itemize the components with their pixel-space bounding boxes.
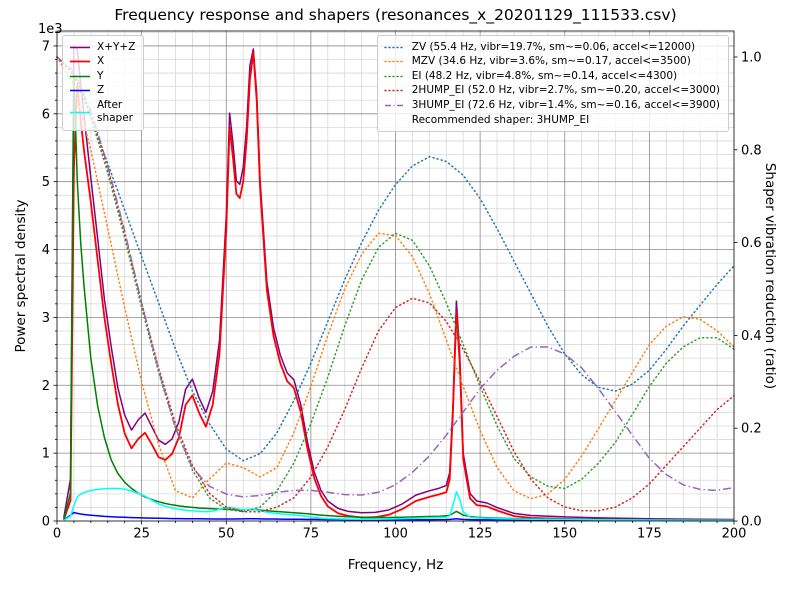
legend-label: X: [97, 55, 105, 68]
y-left-tick-label: 2: [42, 379, 50, 394]
y-left-tick-label: 7: [42, 39, 50, 54]
y-left-axis-label: Power spectral density: [13, 199, 29, 353]
x-tick-label: 25: [133, 527, 150, 542]
x-tick-label: 0: [53, 527, 61, 542]
series-2HUMP_EI: [56, 56, 735, 513]
legend-line-swatch: [384, 60, 406, 63]
legend-item-X+Y+Z: X+Y+Z: [69, 41, 135, 54]
legend-label: ZV (55.4 Hz, vibr=19.7%, sm~=0.06, accel…: [411, 40, 696, 53]
legend-line-swatch: [70, 75, 90, 78]
y-right-tick-label: 0.4: [741, 329, 762, 344]
legend-line-swatch: [384, 104, 405, 107]
legend-label: X+Y+Z: [97, 40, 136, 53]
legend-item-ZV: ZV (55.4 Hz, vibr=19.7%, sm~=0.06, accel…: [384, 41, 720, 54]
y-right-tick-label: 0.0: [741, 515, 762, 530]
legend-label: Z: [97, 84, 105, 97]
legend-item-Y: Y: [69, 70, 135, 83]
legend-line-swatch: [384, 46, 406, 48]
legend-label: Y: [97, 69, 104, 82]
y-right-tick-label: 0.8: [741, 143, 762, 158]
legend-shapers: ZV (55.4 Hz, vibr=19.7%, sm~=0.06, accel…: [376, 35, 729, 133]
legend-line-swatch: [384, 114, 406, 127]
y-left-tick-label: 5: [42, 175, 50, 190]
y-left-tick-label: 4: [42, 243, 50, 258]
tick-labels: 0 25 50 75 100 125 150 175 200 0 1 2 3 4 5 6 7 0.0 0.2 0.4 0…: [42, 39, 762, 541]
y-right-tick-label: 1.0: [741, 50, 762, 65]
series-3HUMP_EI: [56, 56, 735, 498]
x-tick-label: 125: [468, 527, 493, 542]
grid-minor: [57, 31, 734, 521]
y-left-tick-label: 0: [42, 515, 50, 530]
legend-label: 2HUMP_EI (52.0 Hz, vibr=2.7%, sm~=0.20, …: [411, 84, 720, 97]
legend-label: EI (48.2 Hz, vibr=4.8%, sm~=0.14, accel<…: [411, 69, 678, 82]
x-tick-label: 100: [383, 527, 408, 542]
legend-label: MZV (34.6 Hz, vibr=3.6%, sm~=0.17, accel…: [411, 55, 691, 68]
legend-line-swatch: [384, 75, 406, 78]
x-axis-label: Frequency, Hz: [347, 557, 444, 573]
y-left-tick-label: 6: [42, 107, 50, 122]
chart-title: Frequency response and shapers (resonanc…: [114, 6, 677, 24]
x-tick-label: 75: [303, 527, 320, 542]
legend-item-After-shaper: After shaper: [69, 99, 135, 125]
legend-item-recommended: Recommended shaper: 3HUMP_EI: [384, 114, 720, 127]
y-axis-offset-text: 1e3: [38, 22, 63, 37]
series-After-shaper: [63, 487, 735, 522]
y-left-tick-label: 1: [42, 447, 50, 462]
legend-item-2HUMP_EI: 2HUMP_EI (52.0 Hz, vibr=2.7%, sm~=0.20, …: [384, 84, 720, 97]
y-right-tick-label: 0.6: [741, 236, 762, 251]
legend-item-MZV: MZV (34.6 Hz, vibr=3.6%, sm~=0.17, accel…: [384, 55, 720, 68]
x-tick-label: 200: [722, 527, 747, 542]
series-Y: [63, 72, 735, 522]
series-X: [62, 51, 735, 522]
x-tick-label: 150: [552, 527, 577, 542]
legend-label: 3HUMP_EI (72.6 Hz, vibr=1.4%, sm~=0.16, …: [411, 99, 720, 111]
series-Z: [63, 511, 734, 522]
legend-item-X: X: [69, 55, 135, 68]
legend-line-swatch: [70, 90, 90, 92]
axis-ticks: [53, 31, 738, 525]
legend-line-swatch: [70, 60, 90, 63]
legend-line-swatch: [70, 46, 90, 48]
legend-item-3HUMP_EI: 3HUMP_EI (72.6 Hz, vibr=1.4%, sm~=0.16, …: [384, 99, 720, 112]
legend-line-swatch: [384, 90, 406, 92]
series-MZV: [56, 56, 735, 500]
legend-label: After shaper: [97, 99, 134, 125]
x-tick-label: 175: [637, 527, 662, 542]
x-tick-label: 50: [218, 527, 235, 542]
y-right-axis-label: Shaper vibration reduction (ratio): [762, 162, 778, 390]
y-left-tick-label: 3: [42, 311, 50, 326]
legend-item-EI: EI (48.2 Hz, vibr=4.8%, sm~=0.14, accel<…: [384, 70, 720, 83]
legend-line-swatch: [70, 111, 90, 113]
legend-label: Recommended shaper: 3HUMP_EI: [411, 113, 590, 126]
y-right-tick-label: 0.2: [741, 422, 762, 437]
legend-psd: X+Y+Z X Y Z After shaper: [62, 35, 145, 131]
legend-item-Z: Z: [69, 84, 135, 97]
